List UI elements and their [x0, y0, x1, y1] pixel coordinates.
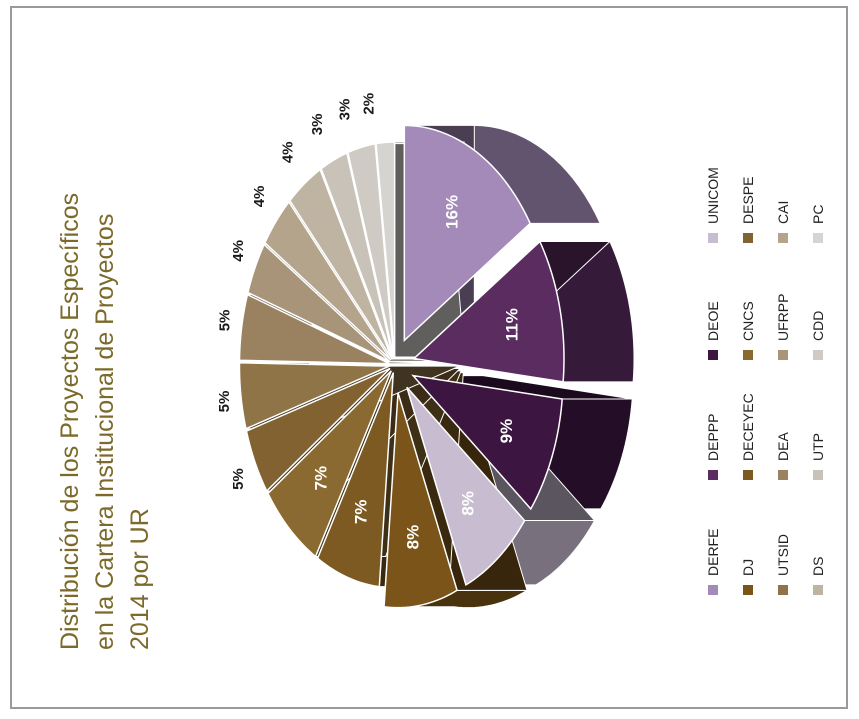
legend-item-dea: DEA	[775, 432, 791, 480]
chart-title-line: Distribución de los Proyectos Específico…	[56, 193, 84, 650]
chart-title-line: 2014 por UR	[126, 508, 154, 650]
slice-data-label: 4%	[279, 141, 296, 163]
legend-label: CNCS	[740, 301, 756, 341]
pie-slice-despe	[245, 367, 391, 493]
legend-label: DJ	[740, 559, 756, 576]
pie-slice-deceyec	[316, 372, 395, 588]
slice-data-label: 7%	[311, 466, 330, 491]
legend-label: DEOE	[705, 301, 721, 341]
legend-item-cncs: CNCS	[740, 301, 756, 360]
slice-data-label: 2%	[360, 93, 377, 115]
legend-swatch	[813, 470, 823, 480]
legend-swatch	[813, 233, 823, 243]
pie-slice-cdd	[347, 142, 395, 358]
pie-chart: 16% 11% 9% 8% 8% 7% 7% 5% 5% 5% 4% 4% 4% 3% 3% 2%	[216, 93, 635, 609]
legend-item-cdd: CDD	[810, 311, 826, 360]
legend-label: UTP	[810, 433, 826, 461]
legend-label: UFRPP	[775, 294, 791, 341]
legend-item-ds: DS	[810, 557, 826, 595]
chart-legend: DERFE DEPPP DEOE UNICOM DJ DECEYEC CNCS DESPE UT…	[705, 167, 826, 595]
legend-swatch	[743, 585, 753, 595]
legend-label: DERFE	[705, 529, 721, 576]
pie-slice-deppp	[412, 240, 565, 383]
legend-swatch	[708, 470, 718, 480]
legend-item-deoe: DEOE	[705, 301, 721, 360]
pie-slice-cncs	[267, 370, 392, 558]
slice-data-label: 8%	[458, 491, 477, 516]
legend-label: CAI	[775, 201, 791, 224]
legend-item-cai: CAI	[775, 201, 791, 243]
chart-title-line: en la Cartera Institucional de Proyectos	[91, 214, 119, 650]
slice-data-label: 4%	[251, 186, 268, 208]
legend-item-despe: DESPE	[740, 177, 756, 243]
legend-label: DESPE	[740, 177, 756, 224]
pie-slice-ufrpp	[247, 243, 391, 363]
legend-swatch	[778, 350, 788, 360]
legend-swatch	[708, 233, 718, 243]
legend-swatch	[778, 585, 788, 595]
slice-data-label: 8%	[403, 525, 422, 550]
legend-item-dj: DJ	[740, 559, 756, 595]
slice-data-label: 3%	[309, 114, 326, 136]
slice-data-label: 3%	[336, 99, 353, 121]
pie-slice-deoe	[411, 374, 563, 511]
pie-slice-utp	[320, 151, 394, 358]
legend-label: CDD	[810, 311, 826, 341]
legend-swatch	[743, 350, 753, 360]
legend-label: UNICOM	[705, 167, 721, 224]
legend-label: DS	[810, 557, 826, 576]
legend-item-derfe: DERFE	[705, 529, 721, 595]
slice-data-label: 5%	[217, 310, 234, 332]
legend-swatch	[743, 233, 753, 243]
slice-data-label: 5%	[230, 468, 247, 490]
slice-data-label: 16%	[443, 195, 462, 229]
pie-slice-unicom	[406, 386, 526, 587]
slice-data-label: 4%	[230, 240, 247, 262]
pie-slice-cai	[263, 200, 392, 361]
slice-data-label: 9%	[497, 419, 516, 444]
legend-item-unicom: UNICOM	[705, 167, 721, 243]
legend-swatch	[813, 585, 823, 595]
legend-item-deceyec: DECEYEC	[740, 393, 756, 480]
legend-item-utsid: UTSID	[775, 534, 791, 595]
legend-label: DEPPP	[705, 414, 721, 461]
legend-label: DEA	[775, 432, 791, 461]
pie-slice-pc	[375, 141, 396, 358]
pie-slice-utsid	[238, 362, 390, 430]
slice-data-label: 11%	[503, 308, 522, 341]
legend-label: DECEYEC	[740, 393, 756, 461]
slice-data-label: 7%	[352, 500, 371, 525]
legend-label: PC	[810, 205, 826, 224]
legend-item-pc: PC	[810, 205, 826, 243]
legend-swatch	[778, 233, 788, 243]
legend-swatch	[743, 470, 753, 480]
legend-swatch	[778, 470, 788, 480]
legend-item-utp: UTP	[810, 433, 826, 480]
pie-slice-dj	[383, 392, 458, 609]
legend-label: UTSID	[775, 534, 791, 576]
slice-data-label: 5%	[216, 391, 233, 413]
legend-item-ufrpp: UFRPP	[775, 294, 791, 360]
legend-swatch	[708, 585, 718, 595]
pie-slice-ds	[288, 168, 393, 359]
pie-slice-derfe	[403, 124, 532, 343]
legend-item-deppp: DEPPP	[705, 414, 721, 480]
legend-swatch	[708, 350, 718, 360]
legend-swatch	[813, 350, 823, 360]
pie-slice-dea	[238, 293, 390, 365]
chart-title: Distribución de los Proyectos Específico…	[56, 193, 154, 650]
